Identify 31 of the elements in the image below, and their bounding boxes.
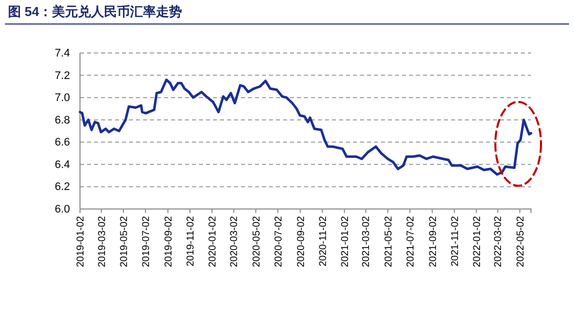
y-tick-label: 6.2 bbox=[54, 181, 70, 194]
y-tick-label: 6.8 bbox=[54, 114, 70, 126]
x-tick-label: 2021-11-02 bbox=[450, 216, 461, 266]
x-tick-label: 2020-05-02 bbox=[251, 216, 262, 268]
x-tick-label: 2022-05-02 bbox=[515, 216, 526, 268]
y-tick-label: 7.4 bbox=[54, 48, 70, 60]
y-tick-label: 6.4 bbox=[54, 158, 70, 171]
x-tick-label: 2020-01-02 bbox=[208, 216, 219, 268]
x-tick-label: 2019-07-02 bbox=[140, 216, 152, 268]
x-tick-label: 2021-01-02 bbox=[340, 216, 351, 268]
x-tick-label: 2019-01-02 bbox=[76, 216, 86, 268]
line-series bbox=[78, 78, 532, 176]
x-tick-label: 2021-03-02 bbox=[361, 216, 372, 268]
x-tick-label: 2022-03-02 bbox=[493, 216, 504, 268]
x-tick-label: 2020-09-02 bbox=[296, 216, 307, 268]
x-tick-label: 2020-11-02 bbox=[318, 216, 329, 266]
y-tick-label: 6.6 bbox=[54, 136, 70, 149]
y-tick-label: 7.2 bbox=[54, 70, 70, 82]
x-tick-label: 2020-07-02 bbox=[273, 216, 284, 268]
chart-title: 图 54：美元兑人民币汇率走势 bbox=[8, 4, 182, 19]
y-tick-label: 6.0 bbox=[54, 204, 70, 216]
x-tick-label: 2019-05-02 bbox=[118, 216, 130, 268]
x-tick-label: 2022-01-02 bbox=[472, 216, 483, 268]
x-tick-label: 2021-09-02 bbox=[428, 216, 439, 268]
x-tick-label: 2021-07-02 bbox=[405, 216, 416, 268]
x-tick-label: 2019-11-02 bbox=[185, 216, 196, 266]
x-tick-label: 2020-03-02 bbox=[229, 216, 240, 268]
x-tick-label: 2019-09-02 bbox=[163, 216, 174, 268]
x-tick-label: 2021-05-02 bbox=[383, 216, 394, 268]
x-tick-label: 2019-03-02 bbox=[96, 216, 108, 268]
y-tick-label: 7.0 bbox=[54, 92, 70, 104]
